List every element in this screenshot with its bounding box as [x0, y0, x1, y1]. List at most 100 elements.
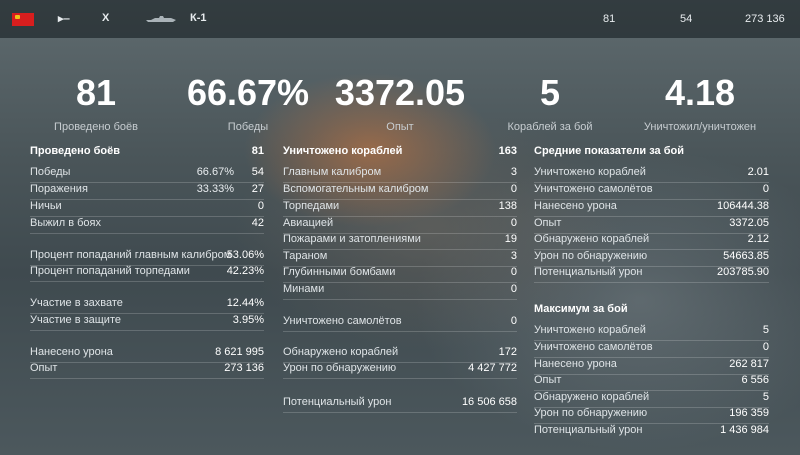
submarine-class-icon: ▸‒	[58, 13, 70, 25]
fire-kills-label: Пожарами и затоплениями	[283, 233, 421, 245]
summary-wins-value: 66.67%	[186, 72, 310, 113]
max-damage-label: Нанесено урона	[534, 358, 617, 370]
spot-damage-label: Урон по обнаружению	[283, 362, 397, 374]
max-planes-row: Уничтожено самолётов 0	[534, 341, 769, 358]
destroyed-header-value: 163	[498, 145, 517, 157]
max-ships-label: Уничтожено кораблей	[534, 324, 646, 336]
avg-header-row: Средние показатели за бой	[534, 145, 769, 161]
losses-pct: 33.33%	[196, 183, 234, 195]
survived-label: Выжил в боях	[30, 217, 101, 229]
summary-wins-label: Победы	[227, 121, 269, 133]
draws-label: Ничьи	[30, 200, 62, 212]
depth-kills-label: Глубинными бомбами	[283, 266, 396, 278]
avg-ships-row: Уничтожено кораблей 2.01	[534, 166, 769, 183]
avg-potential-value: 203785.90	[717, 266, 769, 278]
max-spot-damage-row: Урон по обнаружению 196 359	[534, 407, 769, 424]
summary-battles-label: Проведено боёв	[54, 121, 138, 133]
spot-damage-value: 4 427 772	[468, 362, 517, 374]
destroyed-header-row: Уничтожено кораблей 163	[283, 145, 517, 161]
avg-spotted-value: 2.12	[747, 233, 769, 245]
draws-row: Ничьи 0	[30, 200, 264, 217]
spotted-label: Обнаружено кораблей	[283, 346, 399, 358]
max-spotted-row: Обнаружено кораблей 5	[534, 391, 769, 408]
wins-value: 54	[251, 166, 264, 178]
summary-ratio-value: 4.18	[664, 72, 736, 113]
ship-silhouette-icon	[146, 16, 176, 22]
aircraft-kills-label: Авиацией	[283, 217, 334, 229]
torp-hit-label: Процент попаданий торпедами	[30, 265, 190, 277]
max-exp-row: Опыт 6 556	[534, 374, 769, 391]
wins-pct: 66.67%	[196, 166, 234, 178]
avg-ships-value: 2.01	[747, 166, 769, 178]
damage-row: Нанесено урона 8 621 995	[30, 346, 264, 363]
secondary-kills-row: Вспомогательным калибром 0	[283, 183, 517, 200]
aircraft-kills-row: Авиацией 0	[283, 217, 517, 234]
capture-row: Участие в захвате 12.44%	[30, 297, 264, 314]
avg-exp-label: Опыт	[534, 217, 562, 229]
main-hit-label: Процент попаданий главным калибром	[30, 249, 232, 261]
battles-header-label: Проведено боёв	[30, 145, 120, 157]
avg-potential-label: Потенциальный урон	[534, 266, 643, 278]
max-header-label: Максимум за бой	[534, 303, 628, 315]
damage-label: Нанесено урона	[30, 346, 113, 358]
planes-destroyed-value: 0	[510, 315, 517, 327]
capture-value: 12.44%	[226, 297, 264, 309]
potential-damage-value: 16 506 658	[461, 396, 517, 408]
max-potential-label: Потенциальный урон	[534, 424, 643, 436]
torp-hit-row: Процент попаданий торпедами 42.23%	[30, 265, 264, 282]
losses-row: Поражения 33.33% 27	[30, 183, 264, 200]
max-planes-value: 0	[762, 341, 769, 353]
avg-header-label: Средние показатели за бой	[534, 145, 684, 157]
avg-damage-row: Нанесено урона 106444.38	[534, 200, 769, 217]
avg-planes-row: Уничтожено самолётов 0	[534, 183, 769, 200]
main-hit-value: 53.06%	[226, 249, 264, 261]
losses-label: Поражения	[30, 183, 88, 195]
avg-spot-damage-label: Урон по обнаружению	[534, 250, 648, 262]
summary-ratio-label: Уничтожил/уничтожен	[643, 121, 757, 133]
depth-kills-row: Глубинными бомбами 0	[283, 266, 517, 283]
avg-spot-damage-row: Урон по обнаружению 54663.85	[534, 250, 769, 267]
ram-kills-value: 3	[510, 250, 517, 262]
summary-ships-label: Кораблей за бой	[507, 121, 593, 133]
capture-label: Участие в захвате	[30, 297, 123, 309]
ram-kills-label: Тараном	[283, 250, 328, 262]
losses-value: 27	[251, 183, 264, 195]
max-spotted-value: 5	[762, 391, 769, 403]
summary-ships-value: 5	[539, 72, 561, 113]
max-damage-row: Нанесено урона 262 817	[534, 358, 769, 375]
torpedo-kills-row: Торпедами 138	[283, 200, 517, 217]
main-kills-value: 3	[510, 166, 517, 178]
destroyed-header-label: Уничтожено кораблей	[283, 145, 403, 157]
torpedo-kills-value: 138	[498, 200, 517, 212]
exp-value: 273 136	[224, 362, 264, 374]
max-spot-damage-value: 196 359	[729, 407, 769, 419]
avg-exp-value: 3372.05	[729, 217, 769, 229]
mine-kills-value: 0	[510, 283, 517, 295]
fire-kills-row: Пожарами и затоплениями 19	[283, 233, 517, 250]
avg-potential-row: Потенциальный урон 203785.90	[534, 266, 769, 283]
spotted-row: Обнаружено кораблей 172	[283, 346, 517, 363]
mine-kills-row: Минами 0	[283, 283, 517, 300]
max-header-row: Максимум за бой	[534, 303, 769, 319]
max-ships-row: Уничтожено кораблей 5	[534, 324, 769, 341]
max-potential-value: 1 436 984	[720, 424, 769, 436]
avg-ships-label: Уничтожено кораблей	[534, 166, 646, 178]
battles-header-value: 81	[251, 145, 264, 157]
max-ships-value: 5	[762, 324, 769, 336]
avg-spotted-row: Обнаружено кораблей 2.12	[534, 233, 769, 250]
max-spot-damage-label: Урон по обнаружению	[534, 407, 648, 419]
potential-damage-row: Потенциальный урон 16 506 658	[283, 396, 517, 413]
survived-value: 42	[251, 217, 264, 229]
main-kills-row: Главным калибром 3	[283, 166, 517, 183]
ship-tier: X	[102, 12, 110, 24]
spot-damage-row: Урон по обнаружению 4 427 772	[283, 362, 517, 379]
avg-planes-label: Уничтожено самолётов	[534, 183, 653, 195]
max-exp-value: 6 556	[741, 374, 769, 386]
wins-row: Победы 66.67% 54	[30, 166, 264, 183]
defense-value: 3.95%	[232, 314, 264, 326]
ram-kills-row: Тараном 3	[283, 250, 517, 267]
secondary-kills-label: Вспомогательным калибром	[283, 183, 429, 195]
exp-label: Опыт	[30, 362, 58, 374]
defense-row: Участие в защите 3.95%	[30, 314, 264, 331]
avg-spotted-label: Обнаружено кораблей	[534, 233, 650, 245]
